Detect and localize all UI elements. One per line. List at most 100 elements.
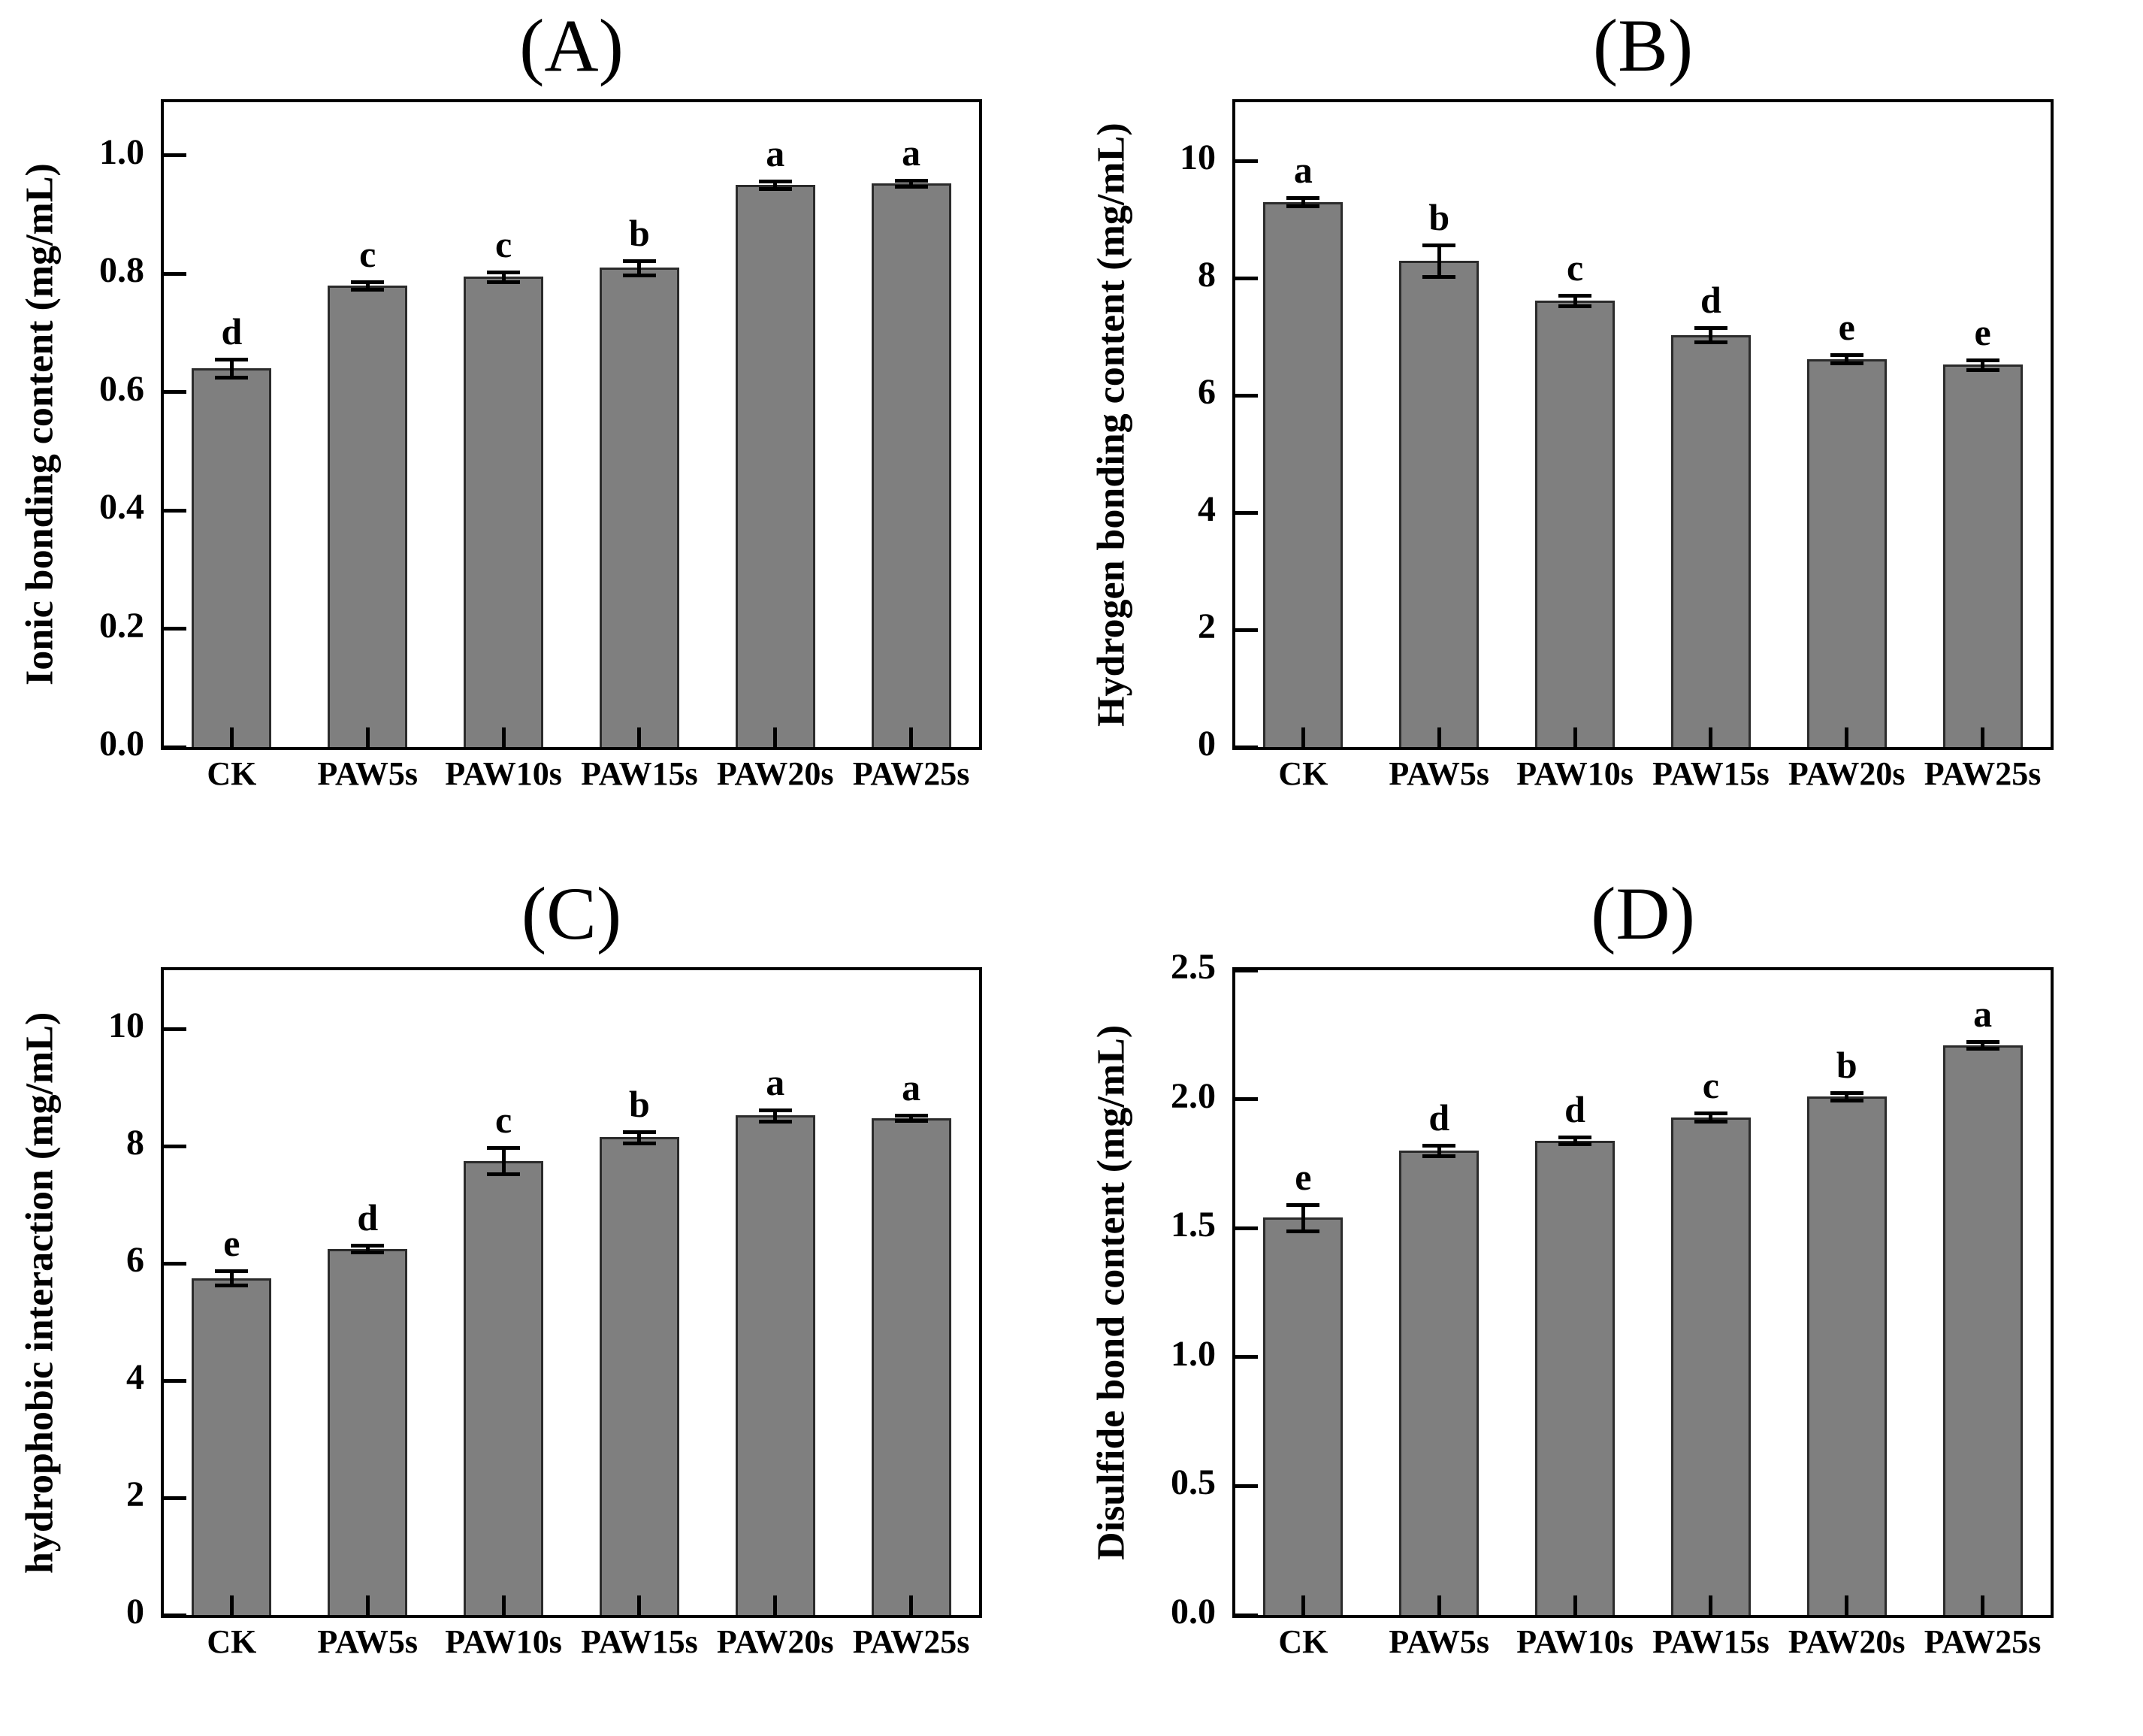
significance-letter: c (494, 1099, 512, 1142)
error-bar-cap-bottom (622, 273, 656, 277)
x-tick (365, 1595, 370, 1615)
error-bar-cap-top (1694, 326, 1727, 331)
y-tick (164, 271, 186, 276)
error-bar-cap-bottom (622, 1142, 656, 1146)
category-label: CK (1278, 1623, 1328, 1660)
y-axis-label: Ionic bonding content (mg/mL) (18, 163, 62, 686)
bar (871, 1118, 951, 1615)
category-label: PAW5s (1389, 755, 1490, 792)
category-label: PAW15s (581, 755, 698, 792)
y-tick (1235, 159, 1258, 163)
y-tick-label: 4 (126, 1357, 144, 1397)
panel-title: (D) (1591, 872, 1695, 955)
y-tick-label: 6 (126, 1240, 144, 1280)
x-axis-labels: CK PAW5s PAW10s PAW15s PAW20s PAW25s (1232, 1621, 2054, 1666)
y-tick-label: 0.2 (99, 605, 144, 646)
category-label: PAW15s (581, 1623, 698, 1660)
x-tick (229, 727, 234, 747)
significance-letter: b (1428, 195, 1450, 238)
y-tick-label: 1.0 (1171, 1333, 1216, 1374)
error-bar-cap-top (487, 270, 521, 274)
x-tick (637, 1595, 642, 1615)
x-axis-labels: CK PAW5s PAW10s PAW15s PAW20s PAW25s (161, 753, 982, 798)
x-tick (1709, 1595, 1713, 1615)
bar (599, 268, 679, 747)
y-axis-gutter: 0 2 4 6 8 10 (66, 967, 158, 1632)
y-tick-label: 0 (126, 1592, 144, 1632)
significance-letter: a (1973, 993, 1993, 1036)
y-tick-label: 0.5 (1171, 1462, 1216, 1503)
error-bar-stem (1709, 1113, 1713, 1121)
significance-letter: a (902, 1066, 921, 1108)
bar (735, 1115, 815, 1615)
panel-B: (B) Hydrogen bonding content (mg/mL) 0 2 4… (1072, 0, 2143, 868)
error-bar-cap-top (622, 1130, 656, 1134)
category-label: PAW5s (1389, 1623, 1490, 1660)
bar (328, 1248, 408, 1615)
y-tick-label: 2 (126, 1474, 144, 1514)
panel-A: (A) Ionic bonding content (mg/mL) 0.0 0.2… (0, 0, 1072, 868)
bar (1670, 334, 1751, 747)
y-axis-label: Disulfide bond content (mg/mL) (1090, 1024, 1133, 1561)
significance-letter: b (629, 1082, 650, 1125)
error-bar-stem (1437, 1145, 1441, 1157)
y-tick (164, 1027, 186, 1031)
x-tick (909, 727, 914, 747)
significance-letter: b (629, 211, 650, 254)
x-tick (1301, 727, 1305, 747)
y-tick (164, 745, 186, 749)
x-axis-labels: CK PAW5s PAW10s PAW15s PAW20s PAW25s (161, 1621, 982, 1666)
error-bar-stem (1845, 355, 1849, 364)
x-tick (501, 1595, 506, 1615)
error-bar-stem (1573, 295, 1577, 306)
category-label: PAW25s (852, 1623, 970, 1660)
error-bar-stem (1981, 360, 1985, 370)
category-label: PAW10s (445, 1623, 562, 1660)
panel-C: (C) hydrophobic interaction (mg/mL) 0 2 4 6… (0, 868, 1072, 1736)
y-tick (1235, 1097, 1258, 1102)
y-tick-label: 2 (1198, 606, 1216, 646)
error-bar-stem (1437, 244, 1441, 277)
y-tick-label: 0.0 (1171, 1592, 1216, 1632)
significance-letter: e (223, 1222, 240, 1265)
category-label: PAW10s (1516, 1623, 1634, 1660)
error-bar-stem (365, 282, 370, 289)
category-label: PAW5s (317, 755, 419, 792)
category-label: PAW25s (852, 755, 970, 792)
significance-letter: e (1974, 311, 1991, 354)
panel-title: (A) (519, 4, 624, 87)
error-bar-cap-top (1966, 358, 1999, 363)
y-tick (1235, 393, 1258, 398)
x-axis-labels: CK PAW5s PAW10s PAW15s PAW20s PAW25s (1232, 753, 2054, 798)
significance-letter: d (1564, 1088, 1585, 1131)
y-tick-label: 1.5 (1171, 1205, 1216, 1245)
y-axis-label: Hydrogen bonding content (mg/mL) (1090, 122, 1133, 727)
error-bar-cap-bottom (487, 1172, 521, 1176)
error-bar-cap-bottom (894, 1119, 928, 1124)
significance-letter: d (357, 1196, 379, 1238)
error-bar-cap-bottom (1694, 340, 1727, 345)
y-tick-label: 0.6 (99, 368, 144, 409)
error-bar-cap-top (215, 358, 249, 362)
error-bar-cap-bottom (1966, 367, 1999, 372)
y-tick-label: 0 (1198, 724, 1216, 764)
error-bar-stem (909, 180, 914, 186)
y-tick-label: 2.5 (1171, 947, 1216, 987)
bar (871, 183, 951, 747)
bar (464, 277, 544, 747)
y-tick (164, 627, 186, 631)
error-bar-cap-bottom (758, 186, 792, 191)
bar (464, 1160, 544, 1615)
y-tick-label: 4 (1198, 489, 1216, 529)
error-bar-stem (365, 1245, 370, 1253)
x-tick (1437, 1595, 1441, 1615)
significance-letter: d (1700, 279, 1721, 322)
x-tick (365, 727, 370, 747)
x-tick (1845, 1595, 1849, 1615)
error-bar-cap-top (487, 1146, 521, 1151)
bar (1263, 201, 1344, 747)
y-tick (1235, 510, 1258, 515)
error-bar-cap-top (1286, 1203, 1320, 1208)
error-bar-stem (637, 1131, 642, 1144)
